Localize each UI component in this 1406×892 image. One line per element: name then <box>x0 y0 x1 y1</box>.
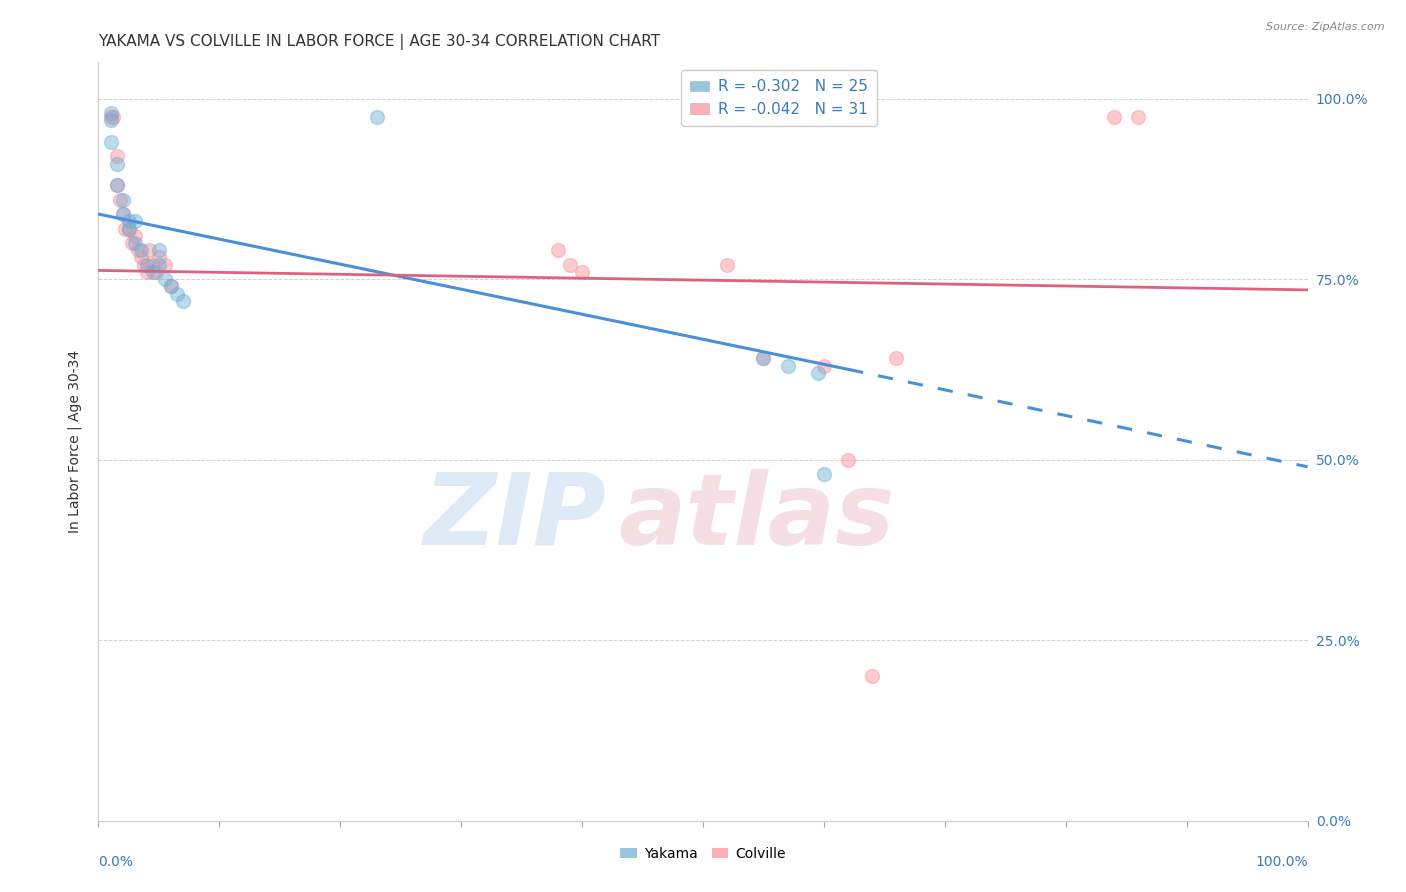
Text: Source: ZipAtlas.com: Source: ZipAtlas.com <box>1267 22 1385 32</box>
Point <box>111 193 134 207</box>
Text: ZIP: ZIP <box>423 469 606 566</box>
Point <box>558 258 581 272</box>
Point <box>153 272 176 286</box>
Point <box>172 293 194 308</box>
Point <box>148 243 170 257</box>
Point <box>100 110 122 124</box>
Point <box>111 207 134 221</box>
Point <box>148 258 170 272</box>
Point <box>716 258 738 272</box>
Point <box>752 351 775 366</box>
Text: 100.0%: 100.0% <box>1256 855 1308 870</box>
Point <box>145 265 167 279</box>
Point <box>108 193 131 207</box>
Point <box>105 178 128 193</box>
Point <box>886 351 908 366</box>
Point <box>547 243 569 257</box>
Point <box>148 251 170 265</box>
Point <box>813 467 835 481</box>
Legend: Yakama, Colville: Yakama, Colville <box>614 842 792 867</box>
Point <box>129 243 152 257</box>
Point <box>118 214 141 228</box>
Point <box>105 156 128 170</box>
Point <box>129 251 152 265</box>
Point <box>100 106 122 120</box>
Point <box>142 265 165 279</box>
Point <box>114 221 136 235</box>
Point <box>166 286 188 301</box>
Point <box>153 258 176 272</box>
Point <box>105 178 128 193</box>
Point <box>105 149 128 163</box>
Text: YAKAMA VS COLVILLE IN LABOR FORCE | AGE 30-34 CORRELATION CHART: YAKAMA VS COLVILLE IN LABOR FORCE | AGE … <box>98 34 661 50</box>
Point <box>135 258 157 272</box>
Point <box>118 221 141 235</box>
Point <box>366 110 388 124</box>
Point <box>807 366 830 380</box>
Point <box>101 110 124 124</box>
Point <box>135 265 157 279</box>
Point <box>100 113 122 128</box>
Point <box>776 359 799 373</box>
Point <box>160 279 183 293</box>
Point <box>752 351 775 366</box>
Point <box>860 669 883 683</box>
Point <box>138 243 160 257</box>
Point <box>124 228 146 243</box>
Text: atlas: atlas <box>619 469 894 566</box>
Point <box>111 207 134 221</box>
Point <box>1128 110 1150 124</box>
Y-axis label: In Labor Force | Age 30-34: In Labor Force | Age 30-34 <box>67 350 82 533</box>
Point <box>134 258 156 272</box>
Point <box>813 359 835 373</box>
Point <box>100 135 122 149</box>
Point <box>124 214 146 228</box>
Point <box>142 258 165 272</box>
Point <box>1102 110 1125 124</box>
Point <box>121 235 143 250</box>
Point <box>160 279 183 293</box>
Point <box>124 235 146 250</box>
Point <box>837 452 859 467</box>
Point <box>127 243 149 257</box>
Point <box>118 221 141 235</box>
Point <box>571 265 593 279</box>
Text: 0.0%: 0.0% <box>98 855 134 870</box>
